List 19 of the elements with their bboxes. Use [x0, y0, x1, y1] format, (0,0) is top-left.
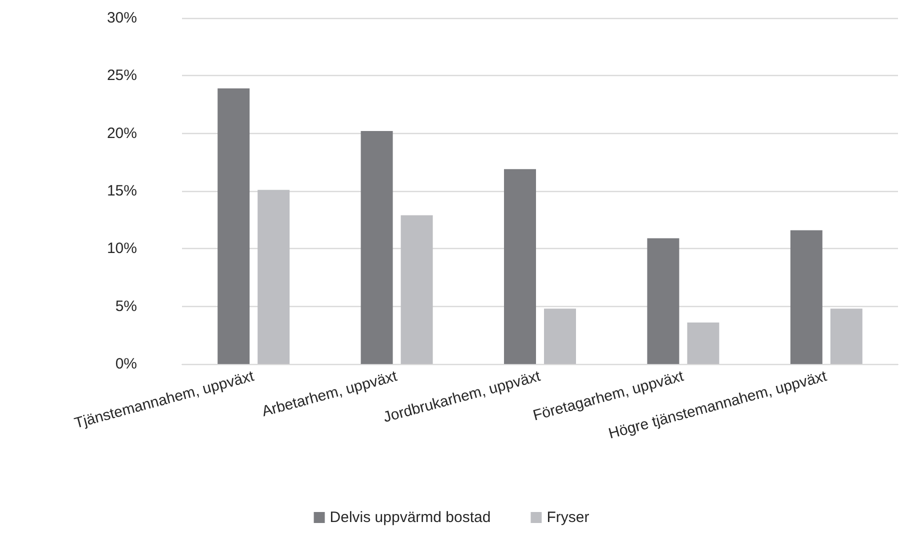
y-tick-label: 5% — [115, 298, 137, 315]
y-tick-label: 25% — [106, 67, 137, 84]
bar — [504, 169, 536, 364]
y-tick-label: 10% — [106, 240, 137, 258]
bar — [544, 308, 576, 364]
bar — [647, 238, 680, 364]
bar — [360, 131, 393, 364]
legend-label: Fryser — [546, 509, 590, 526]
bar — [400, 215, 433, 364]
bar — [830, 308, 862, 364]
legend-label: Delvis uppvärmd bostad — [330, 509, 491, 526]
bar — [687, 322, 720, 364]
bar — [258, 190, 290, 364]
y-tick-label: 20% — [106, 124, 137, 142]
y-tick-label: 15% — [106, 182, 137, 200]
y-tick-label: 30% — [106, 10, 137, 26]
bar — [218, 88, 250, 364]
bar — [790, 230, 822, 364]
y-tick-label: 0% — [115, 356, 137, 372]
